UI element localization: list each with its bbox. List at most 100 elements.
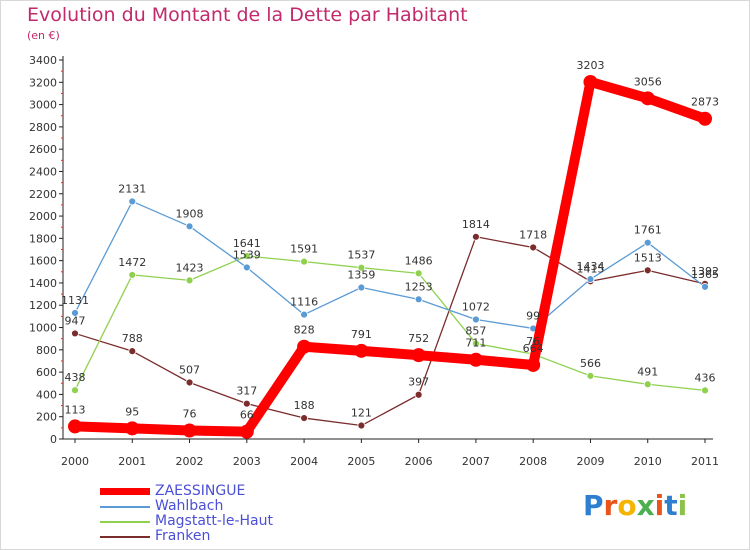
y-tick-label: 2400 <box>29 165 57 178</box>
data-point <box>297 339 312 354</box>
data-label: 947 <box>65 314 86 327</box>
data-label: 664 <box>523 342 544 355</box>
logo-letter: x <box>636 489 655 522</box>
legend-label: Magstatt-le-Haut <box>155 513 273 529</box>
chart-subtitle: (en €) <box>27 29 60 42</box>
data-point <box>185 378 194 387</box>
data-point <box>68 419 82 434</box>
data-point <box>701 282 709 291</box>
x-tick-label: 2009 <box>576 455 604 468</box>
data-label: 76 <box>183 408 197 421</box>
x-tick-label: 2003 <box>233 455 261 468</box>
x-tick-label: 2000 <box>61 455 89 468</box>
data-point <box>526 357 541 372</box>
logo-letter: i <box>677 489 688 522</box>
y-tick-label: 2200 <box>29 188 57 201</box>
data-point <box>354 343 369 358</box>
data-point <box>71 329 79 338</box>
data-label: 1116 <box>290 296 318 309</box>
data-point <box>128 347 137 356</box>
data-point <box>701 386 709 395</box>
data-label: 1253 <box>405 280 433 293</box>
y-tick-label: 2000 <box>29 210 57 223</box>
legend-swatch-magstatt-le-haut <box>100 521 150 523</box>
y-tick-label: 2800 <box>29 121 57 134</box>
legend-label: Franken <box>155 528 211 544</box>
data-label: 66 <box>240 409 254 422</box>
legend-label: Wahlbach <box>155 498 224 514</box>
data-label: 397 <box>408 376 429 389</box>
data-point <box>529 243 538 252</box>
y-tick-label: 3000 <box>29 99 57 112</box>
data-label: 438 <box>65 371 86 384</box>
data-point <box>643 238 652 247</box>
chart-title: Evolution du Montant de la Dette par Hab… <box>27 4 468 26</box>
data-label: 1539 <box>233 248 261 261</box>
data-label: 1718 <box>519 228 547 241</box>
data-label: 113 <box>65 403 86 416</box>
y-tick-label: 2600 <box>29 143 57 156</box>
x-tick-label: 2002 <box>176 455 204 468</box>
data-label: 1392 <box>691 265 719 278</box>
data-label: 1131 <box>61 294 89 307</box>
data-point <box>357 421 366 430</box>
data-label: 3056 <box>634 75 662 88</box>
logo-letter: r <box>603 489 618 522</box>
data-point <box>182 423 197 438</box>
data-label: 317 <box>236 385 257 398</box>
y-tick-label: 800 <box>36 344 57 357</box>
data-point <box>128 271 137 279</box>
data-label: 1365 <box>691 268 719 281</box>
series-line <box>74 255 706 392</box>
proxiti-logo: Proxiti <box>583 489 687 522</box>
data-point <box>242 263 251 272</box>
data-point <box>300 414 308 422</box>
data-label: 1423 <box>176 261 204 274</box>
x-tick-label: 2007 <box>462 455 490 468</box>
data-label: 188 <box>294 399 315 412</box>
data-point <box>71 386 79 395</box>
data-label: 1486 <box>405 254 433 267</box>
data-label: 1359 <box>347 269 375 282</box>
x-tick-label: 2006 <box>405 455 433 468</box>
data-point <box>586 275 595 284</box>
data-label: 3203 <box>576 59 604 72</box>
data-label: 1641 <box>233 237 261 250</box>
data-label: 711 <box>465 337 486 350</box>
y-tick-label: 3200 <box>29 76 57 89</box>
y-tick-label: 1600 <box>29 255 57 268</box>
data-label: 1472 <box>118 256 146 269</box>
data-label: 752 <box>408 332 429 345</box>
logo-letter: i <box>654 489 665 522</box>
x-tick-label: 2010 <box>634 455 662 468</box>
data-label: 1591 <box>290 243 318 256</box>
series-line <box>74 200 706 330</box>
data-label: 1072 <box>462 301 490 314</box>
data-label: 507 <box>179 363 200 376</box>
data-point <box>242 252 251 260</box>
logo-letter: o <box>617 489 637 522</box>
data-point <box>640 91 655 106</box>
data-label: 436 <box>695 371 716 384</box>
data-point <box>472 315 480 324</box>
data-label: 1814 <box>462 218 490 231</box>
data-label: 1434 <box>576 260 604 273</box>
y-tick-label: 1200 <box>29 299 57 312</box>
data-point <box>414 295 423 304</box>
data-point <box>185 222 194 231</box>
data-label: 1761 <box>634 224 662 237</box>
data-point <box>643 380 652 389</box>
y-tick-label: 400 <box>36 388 57 401</box>
x-tick-label: 2005 <box>347 455 375 468</box>
data-point <box>357 263 366 272</box>
data-label: 791 <box>351 328 372 341</box>
series-line <box>70 76 710 437</box>
data-point <box>468 352 483 367</box>
data-label: 76 <box>526 335 540 348</box>
y-tick-label: 1400 <box>29 277 57 290</box>
y-tick-label: 200 <box>36 411 57 424</box>
data-label: 2131 <box>118 182 146 195</box>
y-tick-label: 1800 <box>29 232 57 245</box>
data-point <box>71 309 79 317</box>
